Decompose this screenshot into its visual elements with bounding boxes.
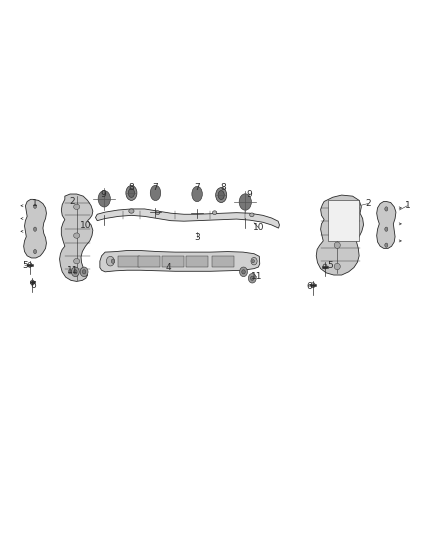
Ellipse shape [81,270,85,274]
Text: 9: 9 [247,190,253,198]
Text: 5: 5 [22,261,28,270]
Text: 2: 2 [365,199,371,208]
Ellipse shape [126,185,137,200]
Ellipse shape [111,259,115,263]
Polygon shape [95,209,279,228]
Ellipse shape [252,260,254,263]
Polygon shape [377,201,396,248]
Ellipse shape [155,211,160,215]
Ellipse shape [74,233,80,238]
Ellipse shape [129,209,134,213]
Ellipse shape [74,259,80,264]
Ellipse shape [218,191,224,199]
Ellipse shape [98,191,110,207]
Text: 1: 1 [32,199,38,208]
Text: 3: 3 [194,233,200,241]
Ellipse shape [150,185,161,200]
Text: 10: 10 [253,223,264,232]
Text: 7: 7 [194,183,200,192]
Ellipse shape [106,256,114,266]
Ellipse shape [242,270,245,274]
Text: 5: 5 [327,261,333,270]
Ellipse shape [74,270,77,274]
Text: 11: 11 [251,272,262,280]
Ellipse shape [248,273,256,283]
Ellipse shape [334,242,340,248]
Polygon shape [212,256,234,266]
Polygon shape [24,199,46,258]
Polygon shape [60,194,93,281]
Text: 6: 6 [306,282,312,291]
Ellipse shape [239,194,251,210]
Polygon shape [162,256,184,266]
Ellipse shape [250,213,254,217]
Text: 9: 9 [100,190,106,198]
Ellipse shape [385,207,388,211]
Ellipse shape [251,257,257,265]
Text: 4: 4 [166,263,171,272]
Ellipse shape [215,188,227,203]
Polygon shape [186,256,208,266]
Ellipse shape [240,267,247,277]
Text: 11: 11 [67,266,78,275]
Polygon shape [100,251,260,272]
Ellipse shape [251,276,254,280]
Text: 10: 10 [80,221,92,230]
Ellipse shape [385,227,388,231]
Ellipse shape [192,187,202,201]
Ellipse shape [212,211,217,215]
Ellipse shape [71,267,79,277]
Polygon shape [316,195,364,275]
Text: 2: 2 [70,197,75,206]
Text: 7: 7 [152,183,159,192]
Ellipse shape [82,270,86,274]
Ellipse shape [33,227,36,231]
Text: 8: 8 [220,183,226,192]
Ellipse shape [334,263,340,270]
Ellipse shape [74,204,80,209]
Polygon shape [118,256,140,266]
Polygon shape [138,256,160,266]
Ellipse shape [385,243,388,247]
Text: 1: 1 [404,201,410,210]
Ellipse shape [80,267,88,277]
Polygon shape [328,200,359,241]
Ellipse shape [33,204,36,208]
Ellipse shape [68,270,72,274]
Ellipse shape [33,249,36,254]
Ellipse shape [128,189,134,197]
Text: 6: 6 [30,281,36,290]
Text: 8: 8 [128,183,134,192]
